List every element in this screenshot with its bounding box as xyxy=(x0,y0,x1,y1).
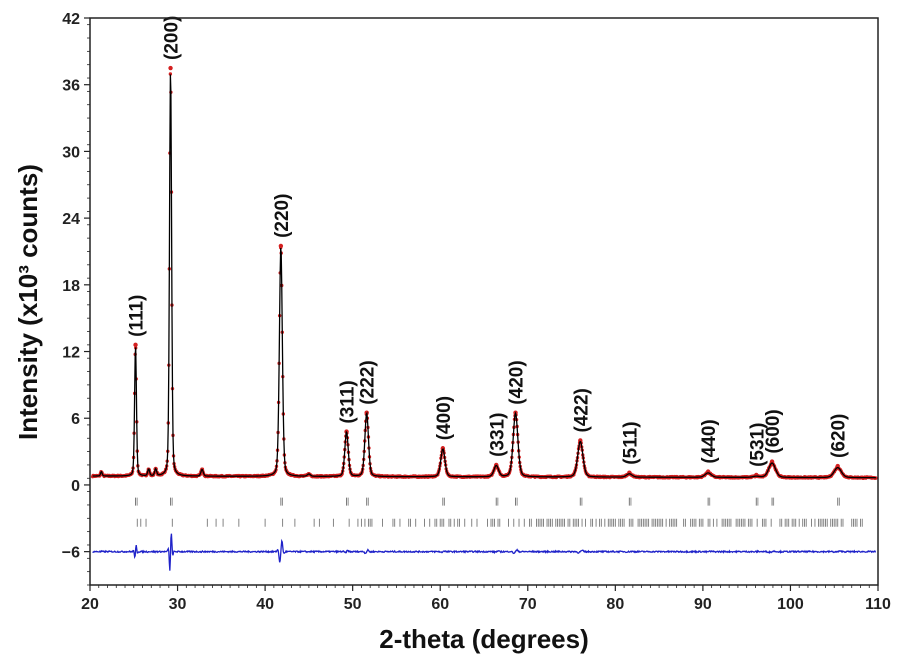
peak-label: (400) xyxy=(434,396,455,440)
peak-label: (600) xyxy=(763,409,784,453)
x-tick-label: 40 xyxy=(256,596,274,613)
y-tick-label: 42 xyxy=(62,11,80,28)
peak-label: (420) xyxy=(507,360,528,404)
peak-labels: (111) (200) (220) (311) (222) (400) (331) (420)… xyxy=(127,16,850,467)
observed-peak-point xyxy=(578,438,583,443)
y-tick-label: 30 xyxy=(62,144,80,161)
observed-peak-point xyxy=(133,342,138,348)
x-tick-label: 90 xyxy=(694,596,712,613)
y-tick-label: 12 xyxy=(62,345,80,362)
peak-label: (111) xyxy=(127,295,148,337)
x-tick-label: 70 xyxy=(519,596,537,613)
observed-peak-point xyxy=(769,459,775,464)
plot-frame xyxy=(89,17,879,586)
y-tick-label: 6 xyxy=(71,411,80,428)
peak-label: (440) xyxy=(699,419,720,463)
peak-label: (620) xyxy=(829,414,850,458)
x-tick-label: 20 xyxy=(81,596,99,613)
peak-label: (222) xyxy=(358,360,379,404)
peak-label: (200) xyxy=(162,16,183,60)
y-tick-label: 0 xyxy=(71,478,80,495)
peak-label: (220) xyxy=(272,194,293,238)
x-tick-label: 80 xyxy=(606,596,624,613)
phase2-reflection-ticks xyxy=(136,518,863,527)
y-tick-label: 18 xyxy=(62,278,80,295)
observed-series xyxy=(90,65,878,480)
observed-peak-point xyxy=(440,446,446,451)
y-tick-label: 36 xyxy=(62,78,80,95)
y-tick-label: −6 xyxy=(62,545,80,562)
difference-line xyxy=(92,533,876,571)
calculated-line xyxy=(92,74,876,479)
x-tick-label: 60 xyxy=(431,596,449,613)
x-tick-label: 50 xyxy=(344,596,362,613)
peak-label: (331) xyxy=(487,413,508,457)
x-tick-label: 30 xyxy=(169,596,187,613)
axes: 20 30 40 50 60 70 80 90 100 110 −6 0 6 12 18 24 30 36 42 xyxy=(62,11,891,613)
x-tick-label: 100 xyxy=(777,596,804,613)
peak-label: (422) xyxy=(571,388,592,432)
y-tick-label: 24 xyxy=(62,211,80,228)
x-tick-label: 110 xyxy=(865,596,891,613)
y-axis-title: Intensity (x10³ counts) xyxy=(13,164,43,440)
peak-label: (511) xyxy=(620,421,641,464)
peak-label: (311) xyxy=(338,380,359,423)
observed-peak-point xyxy=(278,243,284,249)
observed-peak-point xyxy=(835,463,840,469)
peak-label: (531) xyxy=(747,423,768,467)
phase1-reflection-ticks xyxy=(135,497,840,506)
observed-point xyxy=(168,72,173,76)
plot-area: (111) (200) (220) (311) (222) (400) (331) (420)… xyxy=(90,16,878,571)
observed-peak-point xyxy=(168,65,173,71)
x-axis-title: 2-theta (degrees) xyxy=(379,624,589,654)
